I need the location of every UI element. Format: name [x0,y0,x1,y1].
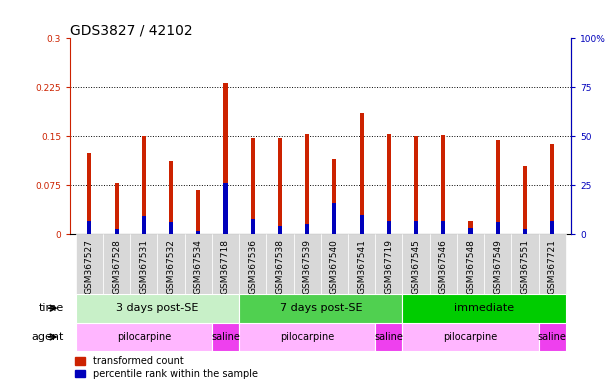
Bar [469,228,472,234]
Bar [185,234,212,294]
Bar [103,234,130,294]
Text: GSM367527: GSM367527 [85,239,94,294]
Bar [496,140,500,234]
Bar [332,203,337,234]
Bar [430,234,457,294]
Text: GSM367719: GSM367719 [384,239,393,294]
Bar [403,323,539,351]
Bar [360,215,364,234]
Bar [550,144,554,234]
Text: saline: saline [375,332,403,342]
Legend: transformed count, percentile rank within the sample: transformed count, percentile rank withi… [75,356,258,379]
Bar [142,216,146,234]
Bar [114,183,119,234]
Text: immediate: immediate [454,303,514,313]
Bar [441,221,445,234]
Bar [76,294,239,323]
Bar [523,166,527,234]
Text: GSM367531: GSM367531 [139,239,148,294]
Bar [224,183,227,234]
Bar [511,234,539,294]
Bar [332,159,337,234]
Text: GSM367536: GSM367536 [248,239,257,294]
Bar [441,135,445,234]
Bar [114,229,119,234]
Text: GSM367546: GSM367546 [439,239,448,294]
Text: time: time [39,303,64,313]
Text: GSM367528: GSM367528 [112,239,121,294]
Bar [251,219,255,234]
Text: pilocarpine: pilocarpine [280,332,334,342]
Text: GSM367534: GSM367534 [194,239,203,294]
Bar [414,136,418,234]
Bar [224,83,227,234]
Bar [239,294,403,323]
Bar [293,234,321,294]
Bar [196,190,200,234]
Text: GSM367540: GSM367540 [330,239,339,294]
Bar [239,323,375,351]
Text: agent: agent [32,332,64,342]
Bar [212,234,239,294]
Text: GSM367541: GSM367541 [357,239,366,294]
Bar [169,222,173,234]
Text: GSM367548: GSM367548 [466,239,475,294]
Bar [87,221,92,234]
Bar [239,234,266,294]
Text: GSM367721: GSM367721 [547,239,557,294]
Bar [414,221,418,234]
Bar [469,221,472,234]
Text: GSM367539: GSM367539 [302,239,312,294]
Bar [251,137,255,234]
Bar [278,137,282,234]
Bar [305,224,309,234]
Bar [457,234,484,294]
Bar [278,227,282,234]
Bar [212,323,239,351]
Bar [496,222,500,234]
Bar [387,134,391,234]
Bar [375,323,403,351]
Bar [403,234,430,294]
Bar [76,323,212,351]
Text: GSM367545: GSM367545 [412,239,420,294]
Text: GSM367532: GSM367532 [167,239,175,294]
Bar [158,234,185,294]
Text: GSM367538: GSM367538 [276,239,285,294]
Bar [539,234,566,294]
Bar [348,234,375,294]
Text: saline: saline [538,332,566,342]
Text: saline: saline [211,332,240,342]
Bar [305,134,309,234]
Bar [484,234,511,294]
Bar [196,231,200,234]
Text: pilocarpine: pilocarpine [117,332,171,342]
Bar [87,153,92,234]
Bar [523,229,527,234]
Bar [387,221,391,234]
Bar [169,161,173,234]
Bar [266,234,293,294]
Bar [403,294,566,323]
Text: GSM367551: GSM367551 [521,239,530,294]
Text: 3 days post-SE: 3 days post-SE [116,303,199,313]
Bar [539,323,566,351]
Text: 7 days post-SE: 7 days post-SE [279,303,362,313]
Bar [76,234,103,294]
Bar [130,234,158,294]
Text: GSM367549: GSM367549 [493,239,502,294]
Bar [142,136,146,234]
Text: GSM367718: GSM367718 [221,239,230,294]
Text: GDS3827 / 42102: GDS3827 / 42102 [70,23,193,37]
Bar [375,234,403,294]
Text: pilocarpine: pilocarpine [444,332,498,342]
Bar [550,221,554,234]
Bar [360,114,364,234]
Bar [321,234,348,294]
